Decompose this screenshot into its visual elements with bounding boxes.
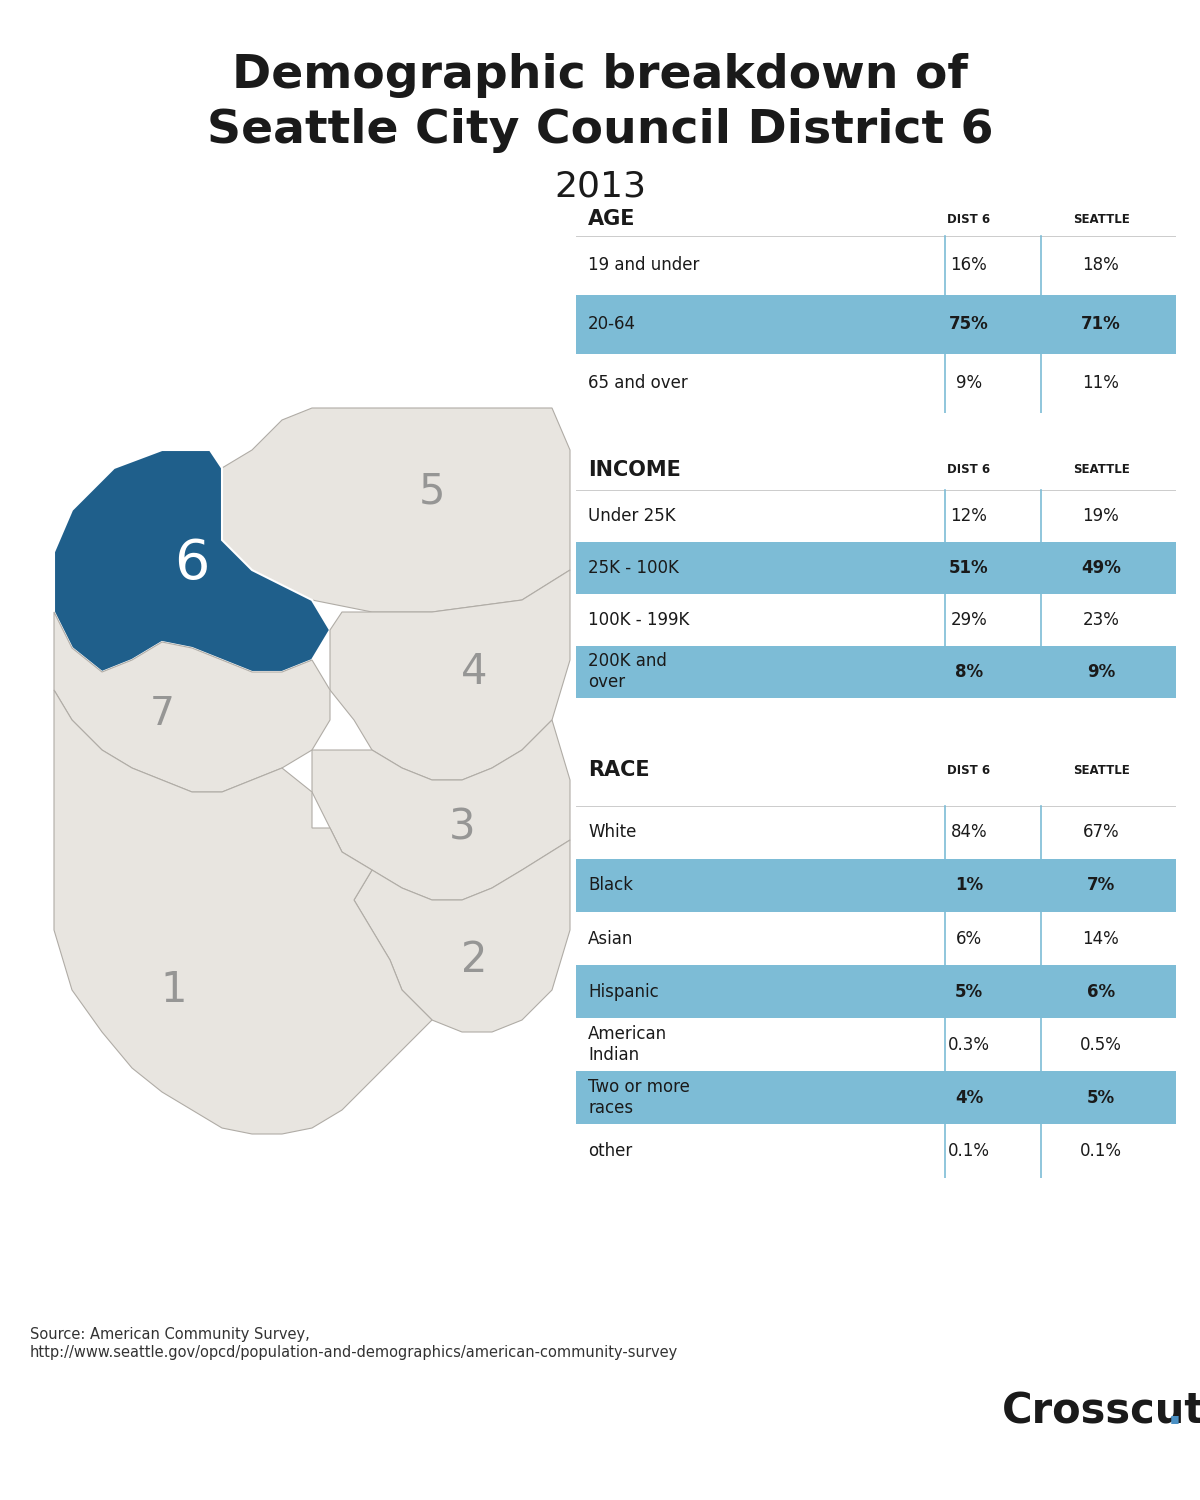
Text: 84%: 84% [950,824,988,842]
Text: 200K and
over: 200K and over [588,652,667,692]
Polygon shape [54,450,330,672]
Text: 100K - 199K: 100K - 199K [588,610,689,628]
Text: 0.1%: 0.1% [948,1142,990,1160]
Text: 23%: 23% [1082,610,1120,628]
Text: 6: 6 [174,537,210,591]
Text: Hispanic: Hispanic [588,982,659,1000]
Bar [576,542,1176,594]
Text: 5%: 5% [1087,1089,1115,1107]
Text: Crosscut: Crosscut [1002,1390,1200,1432]
Text: 19%: 19% [1082,507,1120,525]
Text: Source: American Community Survey,
http://www.seattle.gov/opcd/population-and-de: Source: American Community Survey, http:… [30,1328,678,1360]
Bar [576,1071,1176,1125]
Text: 51%: 51% [949,558,989,576]
Text: American
Indian: American Indian [588,1026,667,1063]
Text: 6%: 6% [1087,982,1115,1000]
Polygon shape [354,840,570,1032]
Text: 9%: 9% [1087,663,1115,681]
Text: 18%: 18% [1082,256,1120,274]
Polygon shape [222,408,570,612]
Text: 12%: 12% [950,507,988,525]
Text: Asian: Asian [588,930,634,948]
Text: 9%: 9% [956,374,982,392]
Polygon shape [312,720,570,900]
Text: 0.5%: 0.5% [1080,1035,1122,1053]
Text: 1: 1 [161,969,187,1011]
Text: 4: 4 [461,651,487,693]
Text: RACE: RACE [588,760,649,780]
Text: INCOME: INCOME [588,460,680,480]
Text: Two or more
races: Two or more races [588,1078,690,1118]
Text: SEATTLE: SEATTLE [1073,764,1129,777]
Text: AGE: AGE [588,210,636,230]
Bar [576,859,1176,912]
Text: 65 and over: 65 and over [588,374,688,392]
Text: DIST 6: DIST 6 [948,764,990,777]
Text: 29%: 29% [950,610,988,628]
Text: 1%: 1% [955,876,983,894]
Text: 2013: 2013 [554,170,646,204]
Text: 16%: 16% [950,256,988,274]
Text: 14%: 14% [1082,930,1120,948]
Text: 11%: 11% [1082,374,1120,392]
Text: 5: 5 [419,471,445,513]
Text: 2: 2 [461,939,487,981]
Text: 25K - 100K: 25K - 100K [588,558,679,576]
Text: SEATTLE: SEATTLE [1073,213,1129,226]
Polygon shape [54,690,432,1134]
Text: 6%: 6% [956,930,982,948]
Polygon shape [330,570,570,780]
Text: 8%: 8% [955,663,983,681]
Bar [576,645,1176,698]
Text: 0.1%: 0.1% [1080,1142,1122,1160]
Text: 7: 7 [150,694,174,734]
Text: 19 and under: 19 and under [588,256,700,274]
Text: Seattle City Council District 6: Seattle City Council District 6 [206,108,994,153]
Text: DIST 6: DIST 6 [948,464,990,477]
Bar [576,296,1176,354]
Text: 7%: 7% [1087,876,1115,894]
Text: 20-64: 20-64 [588,315,636,333]
Text: 5%: 5% [955,982,983,1000]
Text: 67%: 67% [1082,824,1120,842]
Text: White: White [588,824,636,842]
Text: Black: Black [588,876,634,894]
Text: Under 25K: Under 25K [588,507,676,525]
Bar [576,964,1176,1018]
Text: 3: 3 [449,807,475,849]
Text: 49%: 49% [1081,558,1121,576]
Text: other: other [588,1142,632,1160]
Text: SEATTLE: SEATTLE [1073,464,1129,477]
Text: 4%: 4% [955,1089,983,1107]
Polygon shape [54,612,330,792]
Text: .: . [1166,1390,1182,1432]
Text: DIST 6: DIST 6 [948,213,990,226]
Text: Demographic breakdown of: Demographic breakdown of [232,53,968,98]
Text: 75%: 75% [949,315,989,333]
Text: 0.3%: 0.3% [948,1035,990,1053]
Text: 71%: 71% [1081,315,1121,333]
